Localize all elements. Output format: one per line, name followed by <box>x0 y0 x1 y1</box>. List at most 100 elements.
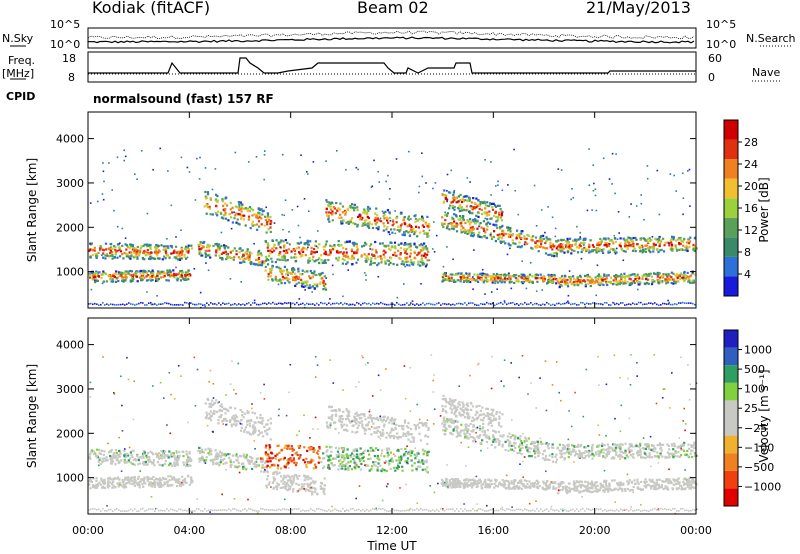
heatmap-cell <box>97 448 100 451</box>
heatmap-cell <box>656 278 659 282</box>
heatmap-cell <box>508 443 511 446</box>
heatmap-cell <box>161 476 165 479</box>
heatmap-cell <box>345 254 348 257</box>
heatmap-cell <box>520 453 523 456</box>
heatmap-cell <box>170 252 173 255</box>
heatmap-floor <box>686 302 688 304</box>
heatmap-cell <box>159 276 163 279</box>
heatmap-cell <box>138 252 141 255</box>
heatmap-cell <box>413 242 416 245</box>
heatmap-cell <box>449 191 452 194</box>
heatmap-cell <box>361 456 364 460</box>
heatmap-cell <box>526 275 529 278</box>
heatmap-cell <box>125 248 128 251</box>
heatmap-cell <box>268 444 271 447</box>
heatmap-speckle <box>159 147 161 150</box>
heatmap-cell <box>513 449 516 452</box>
heatmap-cell <box>151 273 155 276</box>
heatmap-cell <box>158 272 161 275</box>
heatmap-cell <box>420 249 423 252</box>
heatmap-cell <box>218 450 222 453</box>
heatmap-cell <box>212 244 215 248</box>
heatmap-speckle <box>640 202 643 205</box>
heatmap-cell <box>672 238 675 241</box>
heatmap-cell <box>652 444 655 447</box>
heatmap-cell <box>214 254 217 257</box>
heatmap-floor <box>552 303 554 306</box>
heatmap-cell <box>387 231 390 234</box>
heatmap-cell <box>328 220 331 223</box>
heatmap-cell <box>465 209 468 212</box>
heatmap-cell <box>136 482 139 485</box>
heatmap-cell <box>292 248 296 252</box>
heatmap-speckle <box>288 231 290 233</box>
freq-trace <box>88 57 696 75</box>
heatmap-floor <box>678 302 680 304</box>
heatmap-cell <box>111 274 115 277</box>
heatmap-cell <box>564 244 567 247</box>
heatmap-cell <box>223 457 226 460</box>
heatmap-cell <box>450 418 453 421</box>
heatmap-cell <box>606 450 609 453</box>
heatmap-cell <box>638 247 641 250</box>
heatmap-cell <box>97 251 100 254</box>
heatmap-cell <box>631 240 634 243</box>
heatmap-cell <box>642 456 645 459</box>
heatmap-cell <box>272 463 275 466</box>
heatmap-cell <box>509 441 512 444</box>
heatmap-speckle <box>404 265 406 268</box>
heatmap-cell <box>392 222 395 225</box>
heatmap-cell <box>118 246 121 249</box>
heatmap-cell <box>282 249 285 253</box>
heatmap-speckle <box>572 197 575 199</box>
heatmap-cell <box>485 236 489 239</box>
heatmap-cell <box>147 269 150 273</box>
heatmap-cell <box>631 273 634 276</box>
heatmap-floor <box>400 304 402 306</box>
heatmap-floor <box>168 302 170 305</box>
heatmap-cell <box>605 453 608 456</box>
heatmap-cell <box>131 449 134 452</box>
heatmap-cell <box>105 280 109 283</box>
heatmap-cell <box>326 449 329 452</box>
heatmap-cell <box>365 223 368 226</box>
heatmap-cell <box>523 274 526 277</box>
heatmap-cell <box>569 247 572 250</box>
heatmap-speckle <box>167 170 169 172</box>
heatmap-speckle <box>194 199 197 201</box>
heatmap-cell <box>647 248 650 251</box>
heatmap-speckle <box>521 260 523 262</box>
heatmap-cell <box>464 199 467 202</box>
heatmap-cell <box>356 248 359 251</box>
heatmap-floor <box>350 303 352 306</box>
heatmap-cell <box>303 247 306 250</box>
heatmap-cell <box>492 273 495 276</box>
heatmap-cell <box>144 254 147 257</box>
heatmap-floor <box>334 302 336 305</box>
heatmap-cell <box>341 448 345 451</box>
heatmap-cell <box>670 241 673 244</box>
heatmap-cell <box>297 281 300 284</box>
heatmap-cell <box>177 479 180 482</box>
heatmap-cell <box>121 244 124 247</box>
heatmap-cell <box>676 279 679 282</box>
heatmap-cell <box>375 221 379 224</box>
heatmap-cell <box>295 282 298 285</box>
heatmap-cell <box>459 434 462 437</box>
heatmap-cell <box>267 272 270 276</box>
heatmap-cell <box>476 211 480 214</box>
heatmap-cell <box>351 263 354 266</box>
heatmap-speckle <box>261 261 264 264</box>
heatmap-cell <box>476 219 479 222</box>
heatmap-cell <box>231 256 235 260</box>
heatmap-cell <box>654 237 657 240</box>
heatmap-cell <box>472 218 475 222</box>
heatmap-cell <box>426 224 429 228</box>
heatmap-cell <box>525 446 528 449</box>
heatmap-cell <box>412 263 415 266</box>
heatmap-cell <box>161 452 165 455</box>
heatmap-cell <box>614 446 617 449</box>
heatmap-cell <box>471 220 474 223</box>
heatmap-cell <box>356 223 359 226</box>
heatmap-cell <box>569 278 572 281</box>
